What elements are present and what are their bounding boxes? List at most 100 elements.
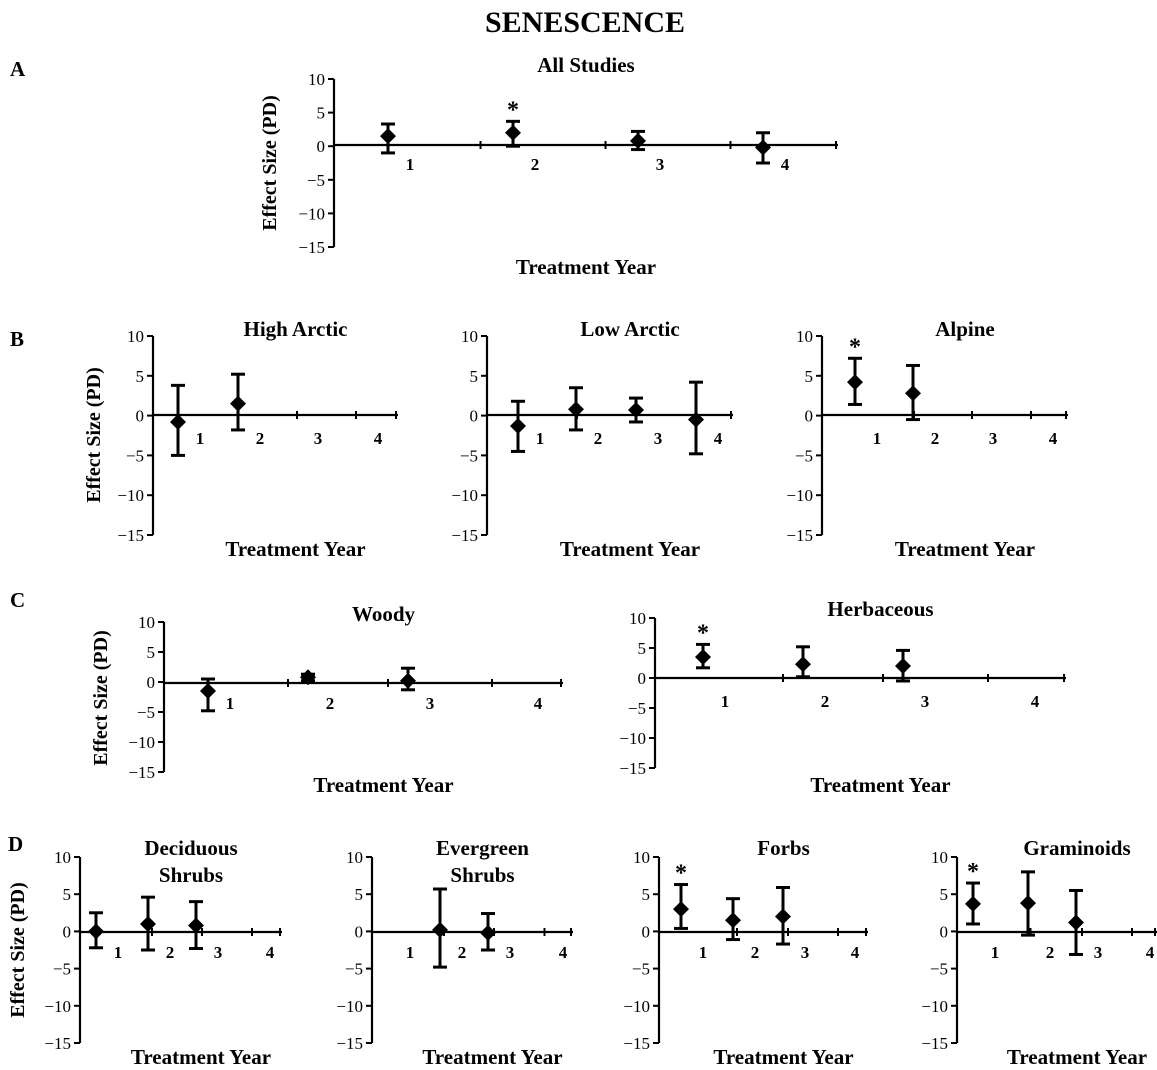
panel-label-d: D <box>8 832 23 856</box>
y-tick-label: −10 <box>451 486 478 505</box>
x-tick-label: 3 <box>314 429 323 448</box>
y-axis-label: Effect Size (PD) <box>7 882 29 1018</box>
data-point-diamond <box>505 124 521 141</box>
panel-label-c: C <box>10 588 25 612</box>
y-tick-label: 10 <box>346 848 363 867</box>
x-axis-label: Treatment Year <box>313 773 453 797</box>
significance-asterisk: * <box>675 861 687 887</box>
y-tick-label: −10 <box>623 997 650 1016</box>
data-point-diamond <box>400 672 416 689</box>
data-point-diamond <box>140 915 156 932</box>
x-axis-label: Treatment Year <box>1007 1045 1147 1069</box>
y-tick-label: 5 <box>63 885 72 904</box>
figure-title: SENESCENCE <box>485 6 685 39</box>
panel-label-b: B <box>10 327 24 351</box>
data-point-diamond <box>775 908 791 925</box>
x-tick-label: 3 <box>654 429 663 448</box>
y-tick-label: −10 <box>128 733 155 752</box>
x-tick-label: 1 <box>699 943 708 962</box>
significance-asterisk: * <box>507 97 519 123</box>
chart-high-arctic: 10 5 0 −5 −10 −15 1 2 3 4 High Arctic Treatment Yea… <box>83 317 398 561</box>
y-tick-label: −5 <box>53 960 71 979</box>
chart-title: Low Arctic <box>580 317 679 341</box>
y-tick-label: −15 <box>619 759 646 778</box>
y-tick-label: 10 <box>138 613 155 632</box>
y-tick-label: 5 <box>317 104 326 123</box>
y-tick-label: −10 <box>44 997 71 1016</box>
y-tick-label: 0 <box>638 669 647 688</box>
chart-woody: 10 5 0 −5 −10 −15 1 2 3 4 Woody Treatment Year Effec… <box>90 602 563 797</box>
data-point-diamond <box>755 139 771 156</box>
x-tick-label: 4 <box>534 694 543 713</box>
x-tick-label: 1 <box>536 429 545 448</box>
x-tick-label: 4 <box>266 943 275 962</box>
x-tick-label: 1 <box>873 429 882 448</box>
x-tick-label: 4 <box>851 943 860 962</box>
y-tick-label: 0 <box>147 673 156 692</box>
x-axis-label: Treatment Year <box>810 773 950 797</box>
x-tick-label: 2 <box>594 429 603 448</box>
data-point-diamond <box>432 921 448 938</box>
chart-title-line-2: Shrubs <box>159 863 223 887</box>
x-tick-label: 1 <box>406 943 415 962</box>
y-tick-label: 10 <box>796 327 813 346</box>
x-axis-label: Treatment Year <box>560 537 700 561</box>
y-tick-label: −5 <box>126 446 144 465</box>
x-tick-label: 4 <box>781 155 790 174</box>
y-tick-label: 10 <box>633 848 650 867</box>
data-point-diamond <box>965 895 981 912</box>
x-tick-label: 4 <box>1031 692 1040 711</box>
y-tick-label: 5 <box>355 885 364 904</box>
y-tick-label: 0 <box>805 407 814 426</box>
y-tick-label: 0 <box>355 922 364 941</box>
y-tick-label: −10 <box>117 486 144 505</box>
y-tick-label: 0 <box>940 922 949 941</box>
y-tick-label: −5 <box>307 171 325 190</box>
chart-title-line-1: Deciduous <box>144 836 237 860</box>
y-tick-label: −5 <box>795 446 813 465</box>
significance-asterisk: * <box>967 859 979 885</box>
y-tick-label: −15 <box>623 1034 650 1053</box>
y-tick-label: −15 <box>128 763 155 782</box>
x-tick-label: 4 <box>1146 943 1155 962</box>
x-tick-label: 2 <box>458 943 467 962</box>
y-axis-label: Effect Size (PD) <box>259 95 281 231</box>
y-tick-label: −5 <box>460 446 478 465</box>
x-tick-label: 2 <box>821 692 830 711</box>
x-tick-label: 3 <box>426 694 435 713</box>
data-point-diamond <box>795 656 811 673</box>
chart-title-line-2: Shrubs <box>450 863 514 887</box>
y-tick-label: 10 <box>931 848 948 867</box>
y-tick-label: 0 <box>470 407 479 426</box>
x-tick-label: 1 <box>721 692 730 711</box>
y-tick-label: −5 <box>137 703 155 722</box>
data-point-diamond <box>188 917 204 934</box>
data-point-diamond <box>510 417 526 434</box>
x-tick-label: 2 <box>931 429 940 448</box>
x-tick-label: 1 <box>991 943 1000 962</box>
chart-all-studies: 10 5 0 −5 −10 −15 1 2 3 4 All Studies Treatment Yea… <box>259 53 838 279</box>
x-tick-label: 2 <box>256 429 265 448</box>
chart-low-arctic: 10 5 0 −5 −10 −15 1 2 3 4 Low Arctic Treatment Year <box>451 317 733 561</box>
y-tick-label: 0 <box>136 407 145 426</box>
data-point-diamond <box>673 901 689 918</box>
y-tick-label: 10 <box>308 70 325 89</box>
x-tick-label: 2 <box>326 694 335 713</box>
x-axis-label: Treatment Year <box>422 1045 562 1069</box>
chart-evergreen-shrubs: 10 5 0 −5 −10 −15 1 2 3 4 Evergreen Shrubs Treatment… <box>336 836 573 1069</box>
x-tick-label: 4 <box>1049 429 1058 448</box>
data-point-diamond <box>847 374 863 391</box>
x-tick-label: 3 <box>801 943 810 962</box>
chart-forbs: 10 5 0 −5 −10 −15 1 2 3 4 Forbs Treatment Year * <box>623 836 868 1069</box>
x-tick-label: 4 <box>714 429 723 448</box>
x-tick-label: 1 <box>226 694 235 713</box>
y-tick-label: −15 <box>921 1034 948 1053</box>
chart-title-line-1: Evergreen <box>436 836 529 860</box>
data-point-diamond <box>568 401 584 418</box>
x-tick-label: 1 <box>196 429 205 448</box>
y-tick-label: 5 <box>147 643 156 662</box>
data-point-diamond <box>895 658 911 674</box>
y-tick-label: −15 <box>336 1034 363 1053</box>
y-tick-label: 5 <box>470 367 479 386</box>
